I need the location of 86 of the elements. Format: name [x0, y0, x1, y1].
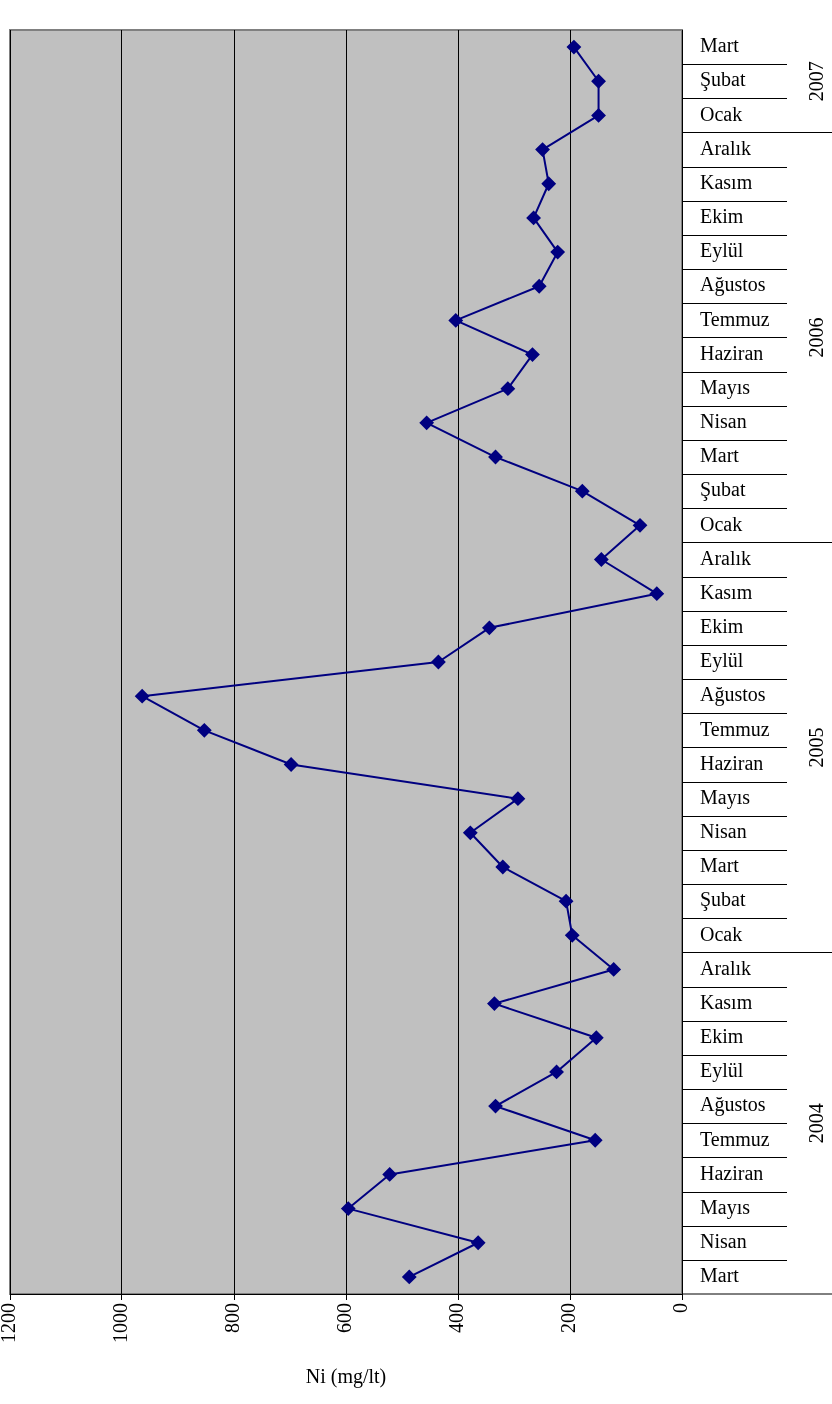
y-tick-label: Haziran	[700, 341, 764, 364]
y-tick-label: Eylül	[700, 1059, 744, 1083]
point	[431, 655, 446, 669]
x-tick-label: 800	[221, 1303, 244, 1333]
y-tick-label: Mayıs	[700, 1195, 751, 1219]
y-tick-label: Mart	[700, 1264, 740, 1287]
point	[482, 620, 497, 635]
y-tick-label: Ocak	[700, 512, 743, 535]
point	[541, 176, 556, 191]
y-tick-label: Mart	[700, 444, 740, 467]
y-tick-label: Ağustos	[700, 1093, 766, 1117]
y-tick-label: Eylül	[700, 239, 744, 263]
point	[341, 1201, 356, 1216]
y-tick-label: Şubat	[700, 888, 746, 912]
point	[510, 791, 525, 806]
y-tick-label: Ağustos	[700, 683, 766, 707]
point	[448, 313, 463, 328]
y-tick-label: Mart	[700, 34, 740, 57]
y-tick-label: Temmuz	[700, 307, 770, 330]
point	[526, 210, 541, 225]
y-tick-label: Mayıs	[700, 785, 751, 809]
y-tick-label: Ekim	[700, 1025, 744, 1048]
point	[550, 245, 565, 260]
y-tick-label: Mayıs	[700, 375, 751, 399]
point	[594, 552, 609, 567]
x-tick-label: 600	[333, 1303, 356, 1333]
y-tick-label: Şubat	[700, 68, 746, 92]
point	[535, 142, 550, 157]
point	[649, 586, 664, 601]
point	[135, 689, 150, 704]
y-tick-label: Mart	[700, 854, 740, 877]
text: 2004	[805, 1103, 828, 1144]
point	[633, 518, 647, 533]
y-tick-label: Eylül	[700, 649, 744, 673]
point	[500, 381, 515, 396]
point	[487, 996, 502, 1011]
y-tick-label: Kasım	[700, 990, 753, 1013]
point	[589, 1030, 604, 1045]
y-tick-label: Haziran	[700, 751, 764, 774]
point	[419, 415, 434, 430]
x-tick-label: 1200	[0, 1303, 20, 1343]
text: 2006	[805, 317, 828, 358]
point	[382, 1167, 397, 1182]
point	[284, 757, 299, 772]
y-tick-label: Aralık	[700, 546, 752, 569]
y-tick-label: Nisan	[700, 820, 747, 843]
x-tick-label: 1000	[109, 1303, 132, 1343]
point	[591, 74, 606, 89]
point	[575, 484, 590, 499]
point	[471, 1235, 486, 1250]
y-tick-label: Ocak	[700, 922, 743, 945]
point	[565, 928, 580, 943]
point	[463, 825, 478, 840]
y-tick-label: Nisan	[700, 410, 747, 433]
y-tick-label: Şubat	[700, 478, 746, 502]
y-tick-label: Kasım	[700, 170, 753, 193]
x-axis-title: Ni (mg/lt)	[305, 1365, 387, 1389]
point	[495, 859, 510, 874]
point	[606, 962, 621, 977]
y-tick-label: Ekim	[700, 615, 744, 638]
y-tick-label: Haziran	[700, 1161, 764, 1184]
point	[525, 347, 540, 362]
y-tick-label: Ocak	[700, 102, 743, 125]
y-tick-label: Aralık	[700, 956, 752, 979]
point	[488, 1099, 503, 1114]
point	[566, 40, 581, 55]
point	[591, 108, 606, 123]
y-tick-label: Ekim	[700, 205, 744, 228]
y-tick-label: Aralık	[700, 136, 752, 159]
y-tick-label: Ağustos	[700, 273, 766, 297]
text: 2007	[805, 61, 828, 102]
point	[197, 723, 212, 738]
point	[549, 1064, 564, 1079]
point	[488, 450, 503, 465]
y-tick-label: Nisan	[700, 1230, 747, 1253]
x-tick-label: 200	[557, 1303, 580, 1333]
text: 2005	[805, 727, 828, 768]
x-tick-label: 400	[445, 1303, 468, 1333]
x-tick-label: 0	[669, 1303, 692, 1313]
y-tick-label: Temmuz	[700, 1127, 770, 1150]
point	[559, 894, 574, 909]
point	[532, 279, 547, 294]
point	[402, 1269, 417, 1284]
y-tick-label: Temmuz	[700, 717, 770, 740]
point	[588, 1133, 603, 1148]
y-tick-label: Kasım	[700, 580, 753, 603]
